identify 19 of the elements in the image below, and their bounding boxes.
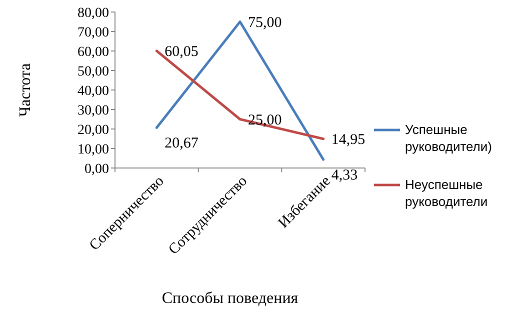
y-tick-label: 60,00 [78,44,109,60]
y-tick-label: 50,00 [78,64,109,80]
y-tick-label: 30,00 [78,103,109,118]
y-tick-label: 20,00 [78,122,109,138]
y-tick-label: 40,00 [78,84,109,99]
data-label: 4,33 [331,168,358,184]
legend-label: Неуспешные руководители [405,177,488,209]
y-tick-label: 0,00 [84,162,109,177]
x-axis-title: Способы поведения [162,290,299,307]
data-label: 20,67 [164,136,199,152]
data-label: 25,00 [248,112,282,128]
data-label: 14,95 [331,132,366,148]
y-tick-label: 10,00 [78,142,109,158]
y-tick-label: 80,00 [78,6,109,21]
data-label: 75,00 [248,14,282,31]
y-axis-title: Частота [17,63,34,117]
y-tick-label: 70,00 [78,25,109,40]
data-label: 60,05 [164,44,198,60]
legend-label: Успешные руководители) [405,122,492,154]
